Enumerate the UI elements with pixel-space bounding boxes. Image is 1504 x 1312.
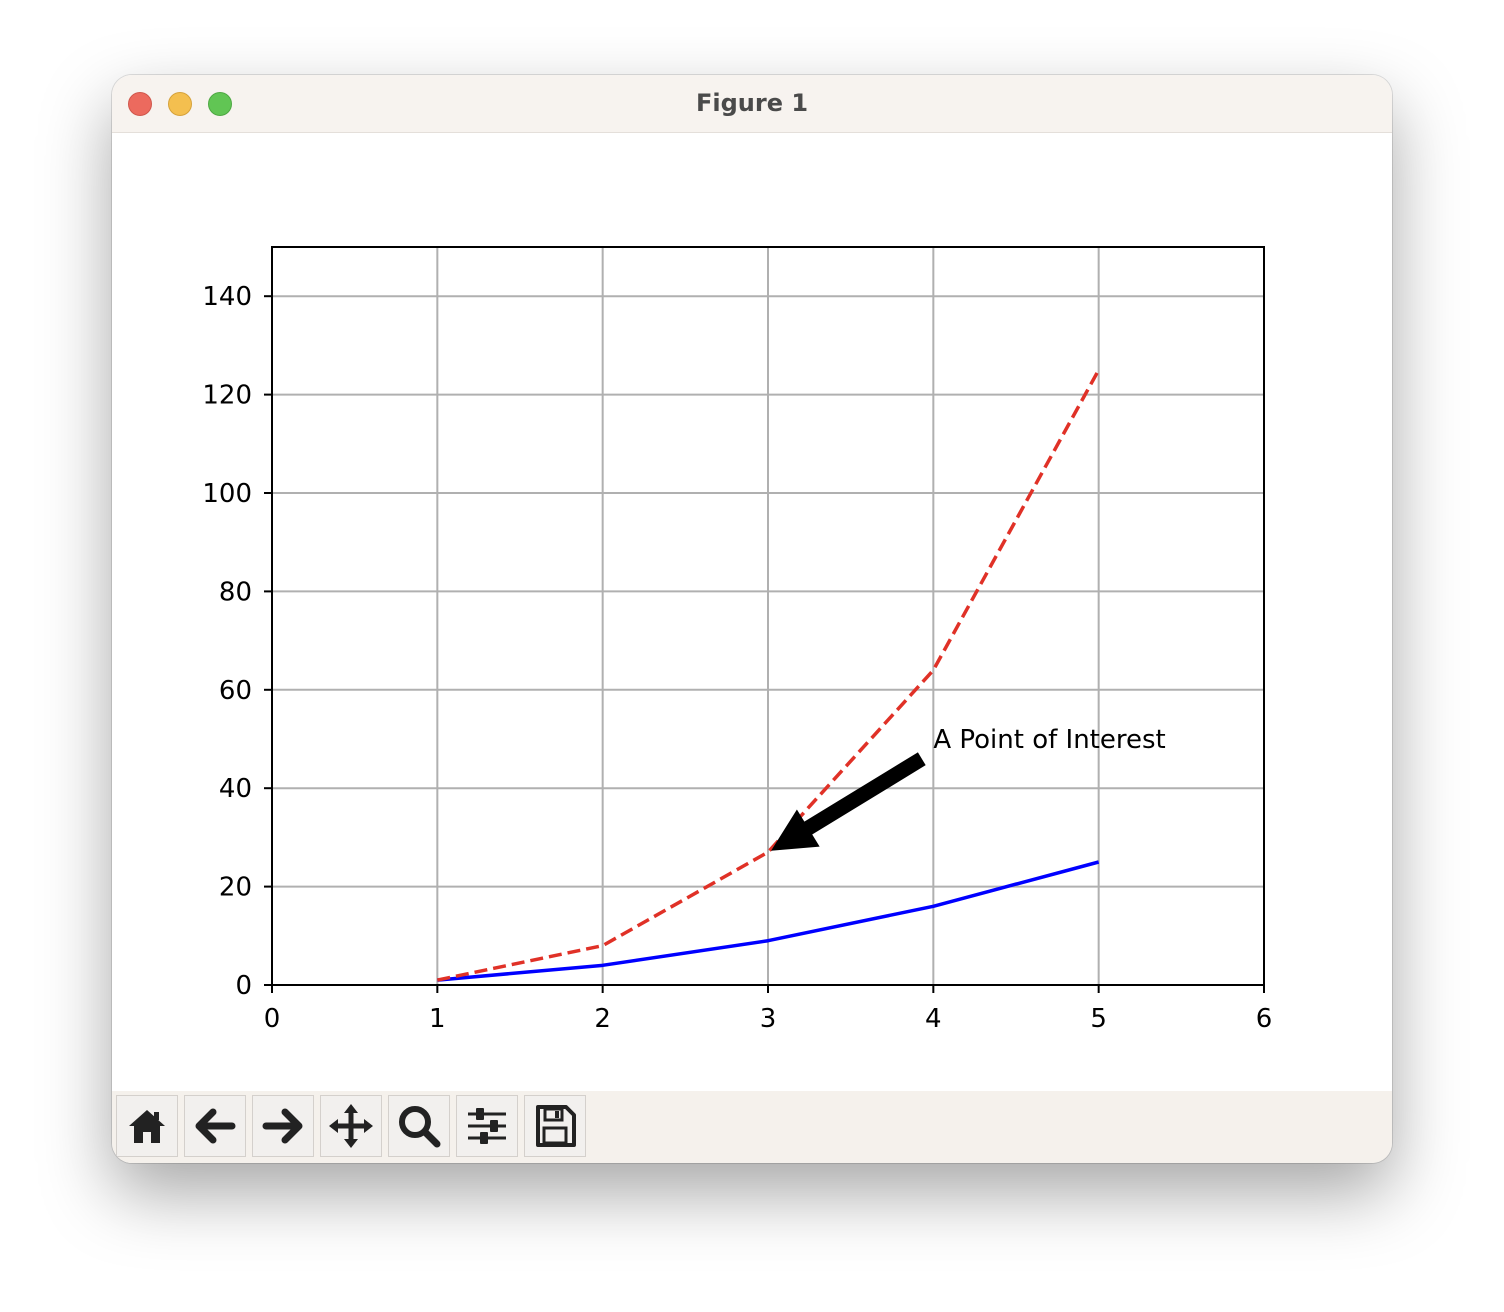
x-tick-label: 1 bbox=[429, 1004, 446, 1034]
home-icon bbox=[129, 1110, 165, 1143]
arrow-right-icon bbox=[262, 1108, 303, 1144]
floppy-disk-icon bbox=[536, 1105, 576, 1147]
y-tick-label: 40 bbox=[219, 774, 252, 804]
x-tick-label: 0 bbox=[264, 1004, 281, 1034]
zoom-button[interactable] bbox=[388, 1095, 450, 1157]
close-window-button[interactable] bbox=[128, 92, 152, 116]
x-tick-label: 4 bbox=[925, 1004, 942, 1034]
home-button[interactable] bbox=[116, 1095, 178, 1157]
series-line-1 bbox=[437, 860, 1100, 982]
annotation-label: A Point of Interest bbox=[933, 725, 1165, 755]
configure-subplots-button[interactable] bbox=[456, 1095, 518, 1157]
save-button[interactable] bbox=[524, 1095, 586, 1157]
y-tick-label: 80 bbox=[219, 577, 252, 607]
annotation-layer: A Point of Interest bbox=[771, 725, 1166, 851]
y-tick-label: 120 bbox=[202, 381, 252, 411]
grid-layer bbox=[271, 247, 1265, 986]
y-tick-label: 60 bbox=[219, 676, 252, 706]
y-tick-label: 140 bbox=[202, 282, 252, 312]
x-tick-label: 2 bbox=[594, 1004, 611, 1034]
y-tick-label: 0 bbox=[235, 971, 252, 1001]
magnifier-icon bbox=[399, 1106, 441, 1148]
minimize-window-button[interactable] bbox=[168, 92, 192, 116]
forward-button[interactable] bbox=[252, 1095, 314, 1157]
annotation-arrow bbox=[771, 752, 926, 851]
y-tick-label: 20 bbox=[219, 873, 252, 903]
figure-canvas[interactable]: 0 1 2 3 4 5 6 0 20 40 60 80 100 120 140 A Point of Int… bbox=[112, 133, 1392, 1091]
navigation-toolbar bbox=[112, 1091, 1392, 1163]
zoom-window-button[interactable] bbox=[208, 92, 232, 116]
x-tick-label: 5 bbox=[1090, 1004, 1107, 1034]
figure-window: Figure 1 0 1 2 3 4 5 6 0 20 40 60 80 100 120 140 A Poi… bbox=[112, 75, 1392, 1163]
sliders-icon bbox=[468, 1108, 506, 1144]
x-tick-label: 3 bbox=[760, 1004, 777, 1034]
pan-button[interactable] bbox=[320, 1095, 382, 1157]
arrow-left-icon bbox=[195, 1108, 236, 1144]
window-title: Figure 1 bbox=[695, 89, 809, 117]
move-icon bbox=[329, 1104, 373, 1148]
x-tick-label: 6 bbox=[1256, 1004, 1273, 1034]
y-tick-label: 100 bbox=[202, 479, 252, 509]
series-layer bbox=[436, 369, 1101, 982]
title-bar: Figure 1 bbox=[112, 75, 1392, 133]
back-button[interactable] bbox=[184, 1095, 246, 1157]
